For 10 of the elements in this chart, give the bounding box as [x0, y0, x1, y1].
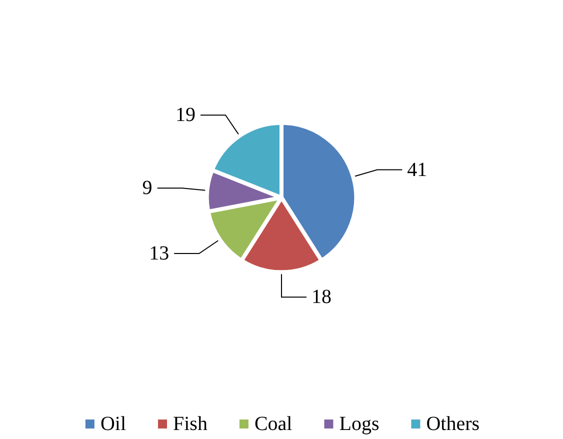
data-label: 41: [407, 158, 428, 181]
data-label: 13: [149, 242, 170, 265]
data-label: 9: [142, 177, 152, 200]
legend-label: Others: [426, 413, 480, 435]
legend-label: Logs: [339, 413, 380, 435]
data-label: 18: [312, 286, 332, 308]
legend-label: Oil: [100, 413, 126, 435]
data-label: 19: [176, 104, 196, 126]
legend-label: Coal: [254, 413, 293, 435]
legend-label: Fish: [173, 413, 208, 435]
